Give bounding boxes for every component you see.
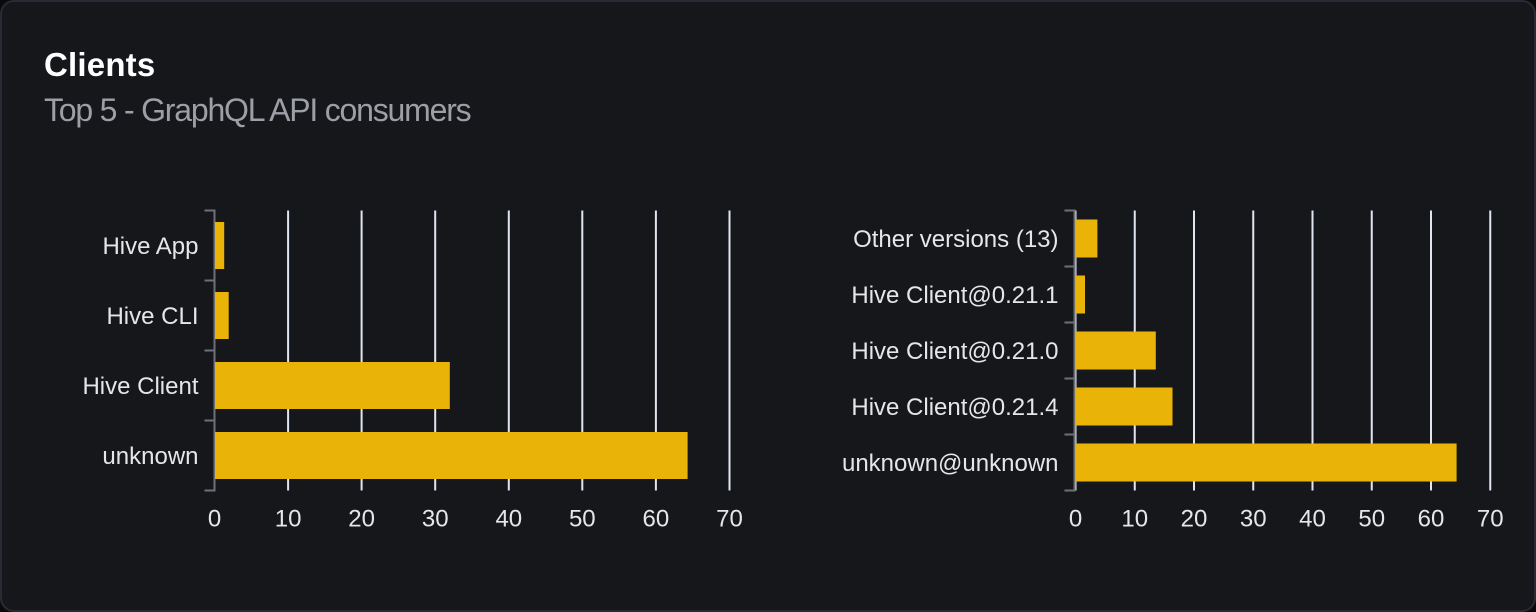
svg-text:10: 10 (1121, 506, 1148, 533)
svg-text:60: 60 (643, 506, 670, 533)
svg-text:70: 70 (716, 506, 743, 533)
svg-text:unknown: unknown (102, 443, 198, 470)
svg-text:0: 0 (1069, 506, 1082, 533)
svg-text:Hive Client@0.21.1: Hive Client@0.21.1 (851, 282, 1058, 309)
svg-text:30: 30 (1240, 506, 1267, 533)
svg-text:20: 20 (1181, 506, 1208, 533)
svg-text:unknown@unknown: unknown@unknown (842, 450, 1059, 477)
svg-text:40: 40 (495, 506, 522, 533)
svg-text:10: 10 (275, 506, 302, 533)
svg-text:30: 30 (422, 506, 449, 533)
svg-text:Hive Client: Hive Client (82, 373, 198, 400)
svg-text:60: 60 (1418, 506, 1445, 533)
svg-text:70: 70 (1477, 506, 1504, 533)
svg-text:50: 50 (569, 506, 596, 533)
svg-text:Hive Client@0.21.4: Hive Client@0.21.4 (851, 394, 1058, 421)
svg-text:Other versions (13): Other versions (13) (853, 226, 1058, 253)
svg-text:20: 20 (348, 506, 375, 533)
svg-text:50: 50 (1358, 506, 1385, 533)
svg-text:Hive Client@0.21.0: Hive Client@0.21.0 (851, 338, 1058, 365)
svg-text:40: 40 (1299, 506, 1326, 533)
svg-text:Hive CLI: Hive CLI (106, 303, 198, 330)
svg-text:Hive App: Hive App (102, 233, 198, 260)
svg-text:0: 0 (208, 506, 221, 533)
